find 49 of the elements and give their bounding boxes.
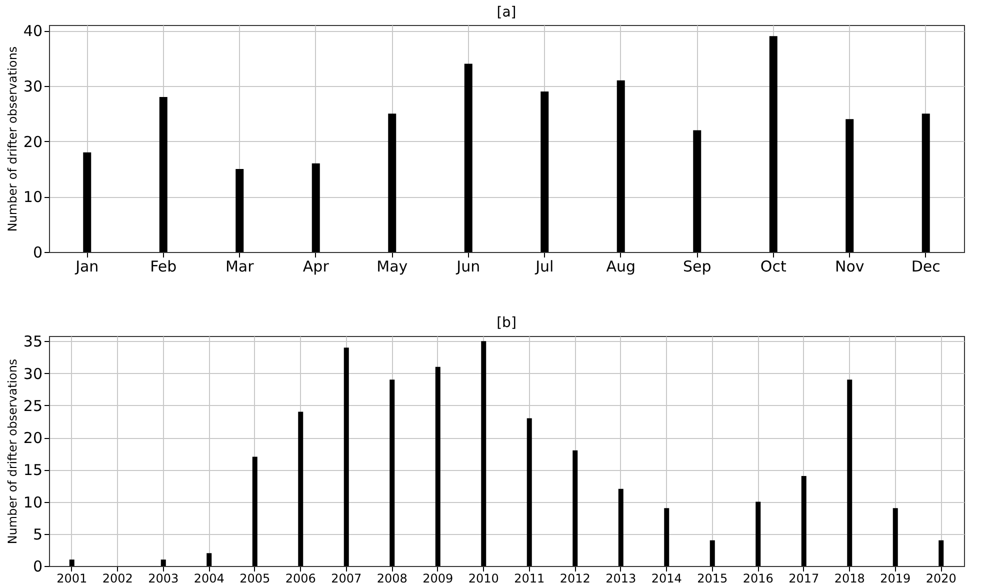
x-tick-label: May bbox=[376, 258, 408, 276]
x-tick-label: 2016 bbox=[742, 572, 774, 584]
chart-title: [a] bbox=[496, 4, 516, 21]
x-tick-label: Feb bbox=[150, 258, 177, 276]
x-tick-label: 2020 bbox=[926, 572, 956, 584]
x-tick-label: Jun bbox=[456, 258, 480, 276]
y-tick-label: 0 bbox=[32, 244, 42, 262]
x-tick-label: Aug bbox=[606, 258, 636, 276]
x-tick-label: Dec bbox=[911, 258, 940, 276]
y-tick-label: 25 bbox=[23, 396, 42, 415]
x-tick-label: 2002 bbox=[102, 572, 133, 584]
x-tick-label: Jan bbox=[74, 258, 99, 276]
x-tick-label: 2004 bbox=[194, 572, 224, 584]
x-tick-label: 2011 bbox=[514, 572, 545, 584]
y-tick-label: 5 bbox=[32, 525, 42, 544]
x-tick-label: 2012 bbox=[560, 572, 590, 584]
y-tick-label: 15 bbox=[23, 461, 42, 480]
x-tick-label: 2019 bbox=[880, 572, 911, 584]
x-tick-label: 2009 bbox=[422, 572, 454, 584]
x-tick-label: 2013 bbox=[606, 572, 636, 584]
x-tick-label: Apr bbox=[302, 258, 330, 276]
y-tick-label: 10 bbox=[23, 493, 42, 512]
x-tick-label: 2008 bbox=[376, 572, 408, 584]
y-tick-label: 10 bbox=[23, 188, 42, 206]
x-tick-label: 2010 bbox=[468, 572, 499, 584]
y-tick-label: 30 bbox=[23, 364, 42, 383]
x-tick-label: 2005 bbox=[240, 572, 270, 584]
x-tick-label: Mar bbox=[225, 258, 255, 276]
y-tick-label: 40 bbox=[23, 22, 42, 40]
x-tick-label: Oct bbox=[760, 258, 786, 276]
x-tick-label: Nov bbox=[834, 258, 864, 276]
x-tick-label: 2006 bbox=[285, 572, 316, 584]
y-tick-label: 0 bbox=[32, 558, 42, 576]
x-tick-label: 2018 bbox=[834, 572, 865, 584]
y-axis-title: Number of drifter observations bbox=[5, 46, 20, 232]
x-tick-label: 2014 bbox=[651, 572, 682, 584]
y-axis-title: Number of drifter observations bbox=[5, 358, 20, 544]
y-tick-label: 20 bbox=[23, 429, 42, 448]
x-tick-label: Sep bbox=[682, 258, 712, 276]
x-tick-label: Jul bbox=[534, 258, 554, 276]
y-tick-label: 20 bbox=[23, 132, 42, 151]
x-tick-label: 2015 bbox=[697, 572, 728, 584]
y-tick-label: 35 bbox=[23, 332, 42, 351]
chart-title: [b] bbox=[496, 315, 516, 332]
x-tick-label: 2003 bbox=[148, 572, 179, 584]
y-tick-label: 30 bbox=[23, 77, 42, 96]
x-tick-label: 2001 bbox=[56, 572, 88, 584]
x-tick-label: 2007 bbox=[331, 572, 362, 584]
x-tick-label: 2017 bbox=[788, 572, 820, 584]
